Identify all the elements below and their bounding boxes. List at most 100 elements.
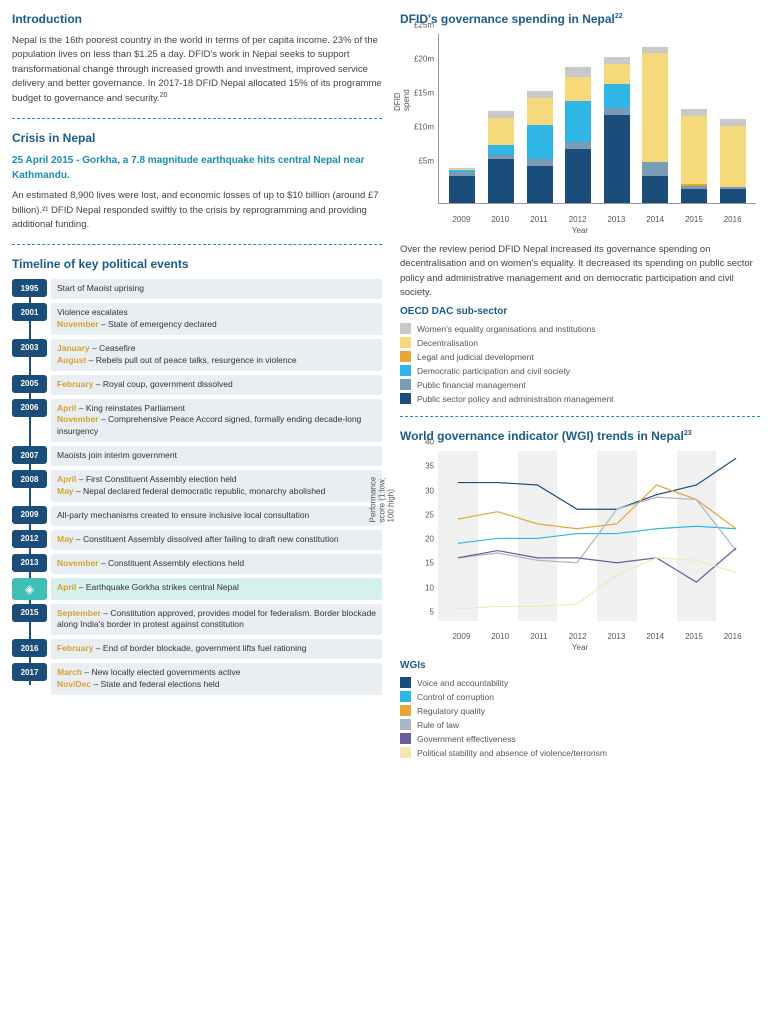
plot-area (438, 34, 756, 204)
y-tick: 20 (425, 535, 434, 544)
y-axis: Performance score (1:low, 100:high) 5101… (400, 451, 436, 621)
legend-label: Political stability and absence of viole… (417, 748, 607, 758)
y-tick: 30 (425, 486, 434, 495)
right-column: DFID's governance spending in Nepal22 DF… (400, 12, 760, 761)
legend-item: Public financial management (400, 379, 760, 390)
bar-segment (527, 98, 553, 125)
bar-segment (488, 111, 514, 118)
legend-item: Government effectiveness (400, 733, 760, 744)
y-tick: 35 (425, 462, 434, 471)
legend-swatch (400, 337, 411, 348)
line-series (458, 526, 736, 543)
bar-segment (642, 162, 668, 176)
line-chart-title: World governance indicator (WGI) trends … (400, 429, 760, 443)
timeline-year: 2007 (12, 446, 47, 464)
y-tick: £15m (414, 89, 434, 98)
line-series (458, 497, 736, 563)
x-tick: 2010 (487, 215, 513, 224)
x-tick: 2011 (526, 215, 552, 224)
timeline-content: Maoists join interim government (51, 446, 382, 466)
bar-segment (565, 101, 591, 142)
timeline-year: 2012 (12, 530, 47, 548)
x-tick: 2009 (448, 215, 474, 224)
timeline-year: 2001 (12, 303, 47, 321)
timeline-year: 2009 (12, 506, 47, 524)
crisis-title: Crisis in Nepal (12, 131, 382, 145)
timeline-row: 2001Violence escalatesNovember – State o… (12, 303, 382, 335)
timeline-content: April – Earthquake Gorkha strikes centra… (51, 578, 382, 600)
legend-item: Democratic participation and civil socie… (400, 365, 760, 376)
bar (681, 109, 707, 203)
bar-chart: DFID spend £5m£10m£15m£20m£25m 200920102… (400, 34, 760, 235)
legend-label: Public sector policy and administration … (417, 394, 614, 404)
timeline-year: 2016 (12, 639, 47, 657)
bar-segment (565, 77, 591, 101)
intro-body: Nepal is the 16th poorest country in the… (12, 34, 382, 106)
x-axis: 20092010201120122013201420152016 (438, 215, 756, 224)
legend-label: Regulatory quality (417, 706, 485, 716)
legend-label: Voice and accountability (417, 678, 508, 688)
x-axis-label: Year (400, 226, 760, 235)
y-tick: 40 (425, 438, 434, 447)
legend-label: Legal and judicial development (417, 352, 534, 362)
divider (12, 118, 382, 119)
legend-item: Public sector policy and administration … (400, 393, 760, 404)
bar-segment (642, 176, 668, 203)
timeline-content: April – First Constituent Assembly elect… (51, 470, 382, 502)
legend-label: Rule of law (417, 720, 459, 730)
divider (12, 244, 382, 245)
x-tick: 2011 (520, 632, 559, 641)
line-chart: Performance score (1:low, 100:high) 5101… (400, 451, 760, 652)
bar-segment (604, 115, 630, 203)
y-tick: £5m (418, 157, 434, 166)
bar (565, 67, 591, 203)
x-tick: 2013 (603, 215, 629, 224)
legend-item: Voice and accountability (400, 677, 760, 688)
timeline-row: 2017March – New locally elected governme… (12, 663, 382, 695)
legend-item: Political stability and absence of viole… (400, 747, 760, 758)
x-tick: 2010 (481, 632, 520, 641)
y-tick: 10 (425, 583, 434, 592)
timeline-content: Violence escalatesNovember – State of em… (51, 303, 382, 335)
x-tick: 2015 (675, 632, 714, 641)
legend-label: Public financial management (417, 380, 526, 390)
y-tick: £10m (414, 123, 434, 132)
line-series (458, 485, 736, 529)
crisis-subtitle: 25 April 2015 - Gorkha, a 7.8 magnitude … (12, 153, 382, 183)
legend-swatch (400, 705, 411, 716)
bar-segment (681, 116, 707, 184)
bar-segment (604, 84, 630, 108)
legend-label: Government effectiveness (417, 734, 516, 744)
x-tick: 2013 (597, 632, 636, 641)
bar-segment (565, 149, 591, 203)
bar (720, 119, 746, 203)
bar-segment (488, 145, 514, 155)
bar-segment (642, 47, 668, 54)
bar-legend: OECD DAC sub-sector Women's equality org… (400, 306, 760, 404)
bar-segment (565, 142, 591, 149)
legend-item: Rule of law (400, 719, 760, 730)
line-legend: WGIs Voice and accountabilityControl of … (400, 660, 760, 758)
timeline-year: 2015 (12, 604, 47, 622)
timeline-year: 2008 (12, 470, 47, 488)
bars (439, 34, 756, 203)
legend-swatch (400, 393, 411, 404)
legend-title: OECD DAC sub-sector (400, 306, 760, 317)
timeline-row: 2007Maoists join interim government (12, 446, 382, 466)
bar-segment (604, 57, 630, 64)
timeline-row: 2008April – First Constituent Assembly e… (12, 470, 382, 502)
bar-segment (681, 109, 707, 116)
timeline-row: 2003January – CeasefireAugust – Rebels p… (12, 339, 382, 371)
bar-segment (527, 166, 553, 203)
timeline-year: 1995 (12, 279, 47, 297)
legend-swatch (400, 691, 411, 702)
timeline-row: 2006April – King reinstates ParliamentNo… (12, 399, 382, 443)
bar-segment (449, 176, 475, 203)
y-axis-label: DFID spend (393, 77, 411, 111)
page: Introduction Nepal is the 16th poorest c… (12, 12, 766, 761)
x-axis: 20092010201120122013201420152016 (438, 632, 756, 641)
x-tick: 2016 (713, 632, 752, 641)
bar (527, 91, 553, 203)
timeline-content: November – Constituent Assembly election… (51, 554, 382, 574)
legend-item: Women's equality organisations and insti… (400, 323, 760, 334)
